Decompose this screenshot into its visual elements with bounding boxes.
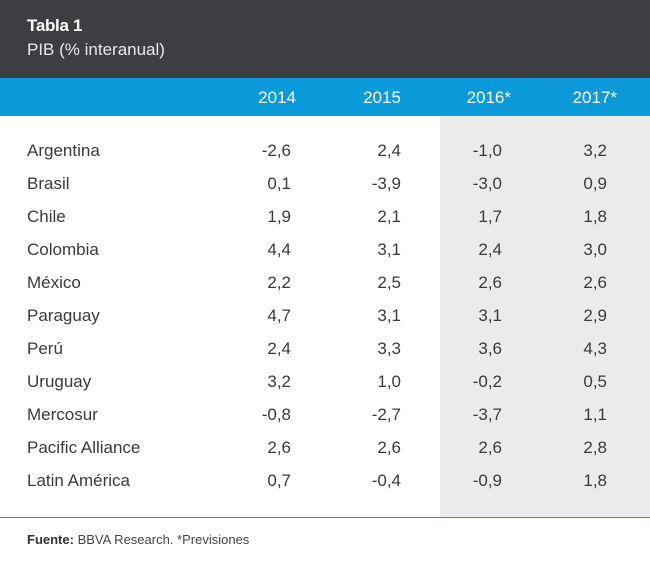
row-value: 2,1 xyxy=(377,207,401,226)
row-country: Chile xyxy=(27,207,66,226)
row-country: Colombia xyxy=(27,240,99,259)
table-row: México 2,2 2,5 2,6 2,6 xyxy=(0,273,650,295)
row-value: 3,2 xyxy=(267,372,291,391)
row-value: 2,2 xyxy=(267,273,291,292)
row-value: 3,0 xyxy=(583,240,607,259)
row-value: 4,7 xyxy=(267,306,291,325)
row-value: 0,1 xyxy=(267,174,291,193)
row-value: 1,1 xyxy=(583,405,607,424)
row-country: Perú xyxy=(27,339,63,358)
row-value: 1,0 xyxy=(377,372,401,391)
row-value: 3,1 xyxy=(377,240,401,259)
row-value: 1,8 xyxy=(583,471,607,490)
row-value: 3,1 xyxy=(478,306,502,325)
row-value: -3,0 xyxy=(472,174,502,193)
row-value: 0,5 xyxy=(583,372,607,391)
row-value: -3,7 xyxy=(472,405,502,424)
column-header-2014: 2014 xyxy=(258,88,296,107)
column-header-2017: 2017* xyxy=(572,88,617,107)
row-value: -0,8 xyxy=(261,405,291,424)
row-value: 2,6 xyxy=(478,273,502,292)
row-value: 2,4 xyxy=(267,339,291,358)
row-value: -0,2 xyxy=(472,372,502,391)
row-value: -0,4 xyxy=(371,471,401,490)
table-row: Paraguay 4,7 3,1 3,1 2,9 xyxy=(0,306,650,328)
table-row: Chile 1,9 2,1 1,7 1,8 xyxy=(0,207,650,229)
source-label: Fuente: xyxy=(27,532,74,547)
row-value: -3,9 xyxy=(371,174,401,193)
row-value: 1,9 xyxy=(267,207,291,226)
row-country: Brasil xyxy=(27,174,70,193)
row-value: 3,1 xyxy=(377,306,401,325)
row-value: 2,8 xyxy=(583,438,607,457)
row-value: 1,8 xyxy=(583,207,607,226)
row-value: 2,6 xyxy=(478,438,502,457)
forecast-shaded-area xyxy=(440,116,650,517)
row-country: Argentina xyxy=(27,141,100,160)
row-value: 4,4 xyxy=(267,240,291,259)
row-value: 3,2 xyxy=(583,141,607,160)
table-row: Uruguay 3,2 1,0 -0,2 0,5 xyxy=(0,372,650,394)
row-value: 2,4 xyxy=(478,240,502,259)
row-value: -2,6 xyxy=(261,141,291,160)
column-header-2016: 2016* xyxy=(466,88,511,107)
row-value: 2,9 xyxy=(583,306,607,325)
row-value: 2,6 xyxy=(377,438,401,457)
table-row: Perú 2,4 3,3 3,6 4,3 xyxy=(0,339,650,361)
row-value: 4,3 xyxy=(583,339,607,358)
table-row: Pacific Alliance 2,6 2,6 2,6 2,8 xyxy=(0,438,650,460)
column-header-row: 2014 2015 2016* 2017* xyxy=(0,78,650,116)
row-value: -2,7 xyxy=(371,405,401,424)
row-value: 0,9 xyxy=(583,174,607,193)
table-row: Latin América 0,7 -0,4 -0,9 1,8 xyxy=(0,471,650,493)
row-country: Paraguay xyxy=(27,306,100,325)
source-note: Fuente: BBVA Research. *Previsiones xyxy=(27,532,249,547)
source-text: BBVA Research. *Previsiones xyxy=(73,532,250,547)
row-value: 2,5 xyxy=(377,273,401,292)
row-value: 0,7 xyxy=(267,471,291,490)
row-value: 2,6 xyxy=(583,273,607,292)
row-value: 2,6 xyxy=(267,438,291,457)
table-row: Argentina -2,6 2,4 -1,0 3,2 xyxy=(0,141,650,163)
row-country: Pacific Alliance xyxy=(27,438,141,457)
table-title: Tabla 1 xyxy=(27,16,83,35)
row-country: Mercosur xyxy=(27,405,98,424)
row-value: 1,7 xyxy=(478,207,502,226)
table-row: Mercosur -0,8 -2,7 -3,7 1,1 xyxy=(0,405,650,427)
row-value: 3,6 xyxy=(478,339,502,358)
row-value: -1,0 xyxy=(472,141,502,160)
table-row: Brasil 0,1 -3,9 -3,0 0,9 xyxy=(0,174,650,196)
table-subtitle: PIB (% interanual) xyxy=(27,40,165,59)
row-country: Latin América xyxy=(27,471,130,490)
column-header-2015: 2015 xyxy=(363,88,401,107)
row-country: Uruguay xyxy=(27,372,92,391)
footer-divider xyxy=(0,517,650,518)
table-header: Tabla 1 PIB (% interanual) xyxy=(0,0,650,78)
table-row: Colombia 4,4 3,1 2,4 3,0 xyxy=(0,240,650,262)
row-country: México xyxy=(27,273,81,292)
row-value: 2,4 xyxy=(377,141,401,160)
row-value: -0,9 xyxy=(472,471,502,490)
row-value: 3,3 xyxy=(377,339,401,358)
